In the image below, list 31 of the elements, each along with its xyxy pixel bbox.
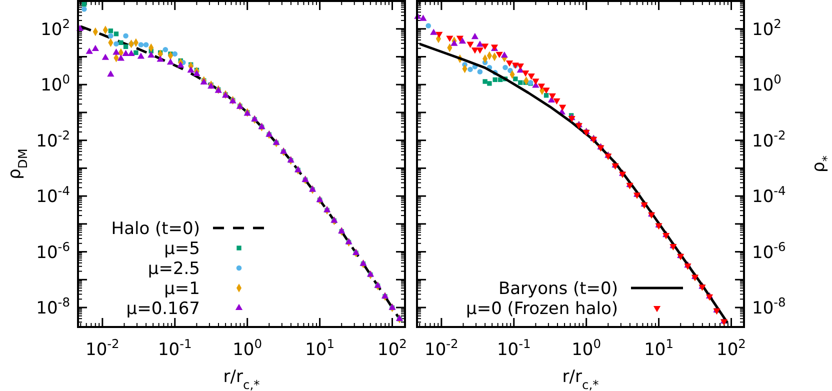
y-tick-label: 10$^{-2}$ [752, 128, 786, 152]
y-tick-label: 10$^{-4}$ [752, 184, 786, 208]
legend-label: μ=2.5 [148, 259, 200, 279]
x-tick-label: 10$^{-1}$ [496, 337, 531, 360]
y-tick-label: 10$^{0}$ [752, 72, 782, 96]
x-tick-label: 10$^{0}$ [232, 337, 262, 360]
legend-label: μ=0 (Frozen halo) [466, 299, 618, 319]
x-tick-label: 10$^{1}$ [305, 337, 335, 360]
y-tick-label: 10$^{2}$ [40, 16, 70, 40]
y-tick-label: 10$^{2}$ [752, 16, 782, 40]
y-tick-label: 10$^{-4}$ [36, 184, 70, 208]
x-tick-label: 10$^{-2}$ [86, 337, 120, 360]
x-tick-label: 10$^{0}$ [572, 337, 602, 360]
x-tick-label: 10$^{1}$ [644, 337, 674, 360]
legend-label: Baryons (t=0) [498, 279, 618, 299]
legend-label: Halo (t=0) [111, 219, 200, 239]
x-axis-title: r/r$_{c,*}$ [223, 367, 260, 391]
legend-label: μ=0.167 [126, 299, 200, 319]
x-axis-title: r/r$_{c,*}$ [562, 367, 599, 391]
x-tick-label: 10$^{2}$ [716, 337, 746, 360]
y-tick-label: 10$^{-8}$ [36, 296, 70, 319]
x-tick-label: 10$^{-1}$ [158, 337, 192, 360]
x-tick-label: 10$^{2}$ [378, 337, 407, 360]
y-tick-label: 10$^{-8}$ [752, 296, 786, 319]
x-tick-label: 10$^{-2}$ [424, 337, 458, 360]
legend-label: μ=5 [164, 239, 200, 259]
y-tick-label: 10$^{-6}$ [36, 240, 70, 263]
legend-label: μ=1 [164, 279, 200, 299]
y-tick-label: 10$^{-6}$ [752, 240, 786, 263]
y-tick-label: 10$^{0}$ [40, 72, 70, 96]
y-tick-label: 10$^{-2}$ [36, 128, 70, 152]
